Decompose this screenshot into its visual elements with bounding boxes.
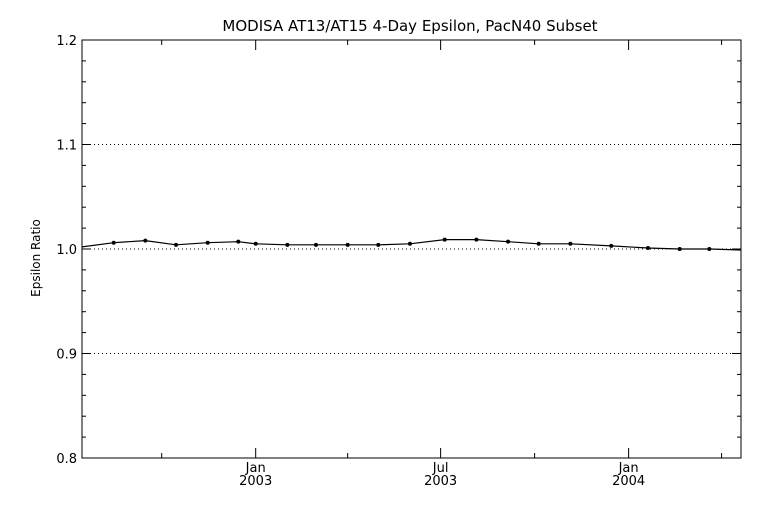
data-point (707, 247, 712, 251)
data-point (474, 237, 479, 242)
y-tick-label: 1.1 (56, 139, 77, 154)
data-point (345, 242, 350, 247)
y-tick-label: 1.2 (56, 34, 77, 49)
data-point (536, 241, 541, 246)
data-point (111, 240, 116, 245)
x-tick-label-month: Jan (245, 461, 266, 476)
data-point (285, 242, 290, 247)
gridlines (82, 144, 741, 354)
data-point (677, 247, 682, 251)
series (81, 237, 742, 251)
data-point (442, 237, 447, 242)
x-tick-label-year: 2003 (239, 474, 272, 489)
series-line (81, 239, 742, 251)
x-tick-label-month: Jan (618, 461, 639, 476)
data-point (173, 242, 178, 247)
data-point (568, 241, 573, 246)
data-point (253, 241, 258, 246)
data-point (236, 239, 241, 244)
y-axis-label: Epsilon Ratio (29, 219, 43, 297)
x-tick-label-year: 2004 (612, 474, 645, 489)
y-tick-label: 1.0 (56, 243, 77, 258)
y-tick-label: 0.8 (56, 452, 77, 467)
x-tick-label-year: 2003 (424, 474, 457, 489)
data-point (407, 241, 412, 246)
x-tick-label-month: Jul (432, 461, 449, 476)
data-point (506, 239, 511, 244)
y-tick-label: 0.9 (56, 348, 77, 363)
data-point (609, 243, 614, 248)
data-point (646, 245, 651, 250)
data-point (313, 242, 318, 247)
data-point (143, 238, 148, 243)
chart-title: MODISA AT13/AT15 4-Day Epsilon, PacN40 S… (222, 17, 597, 35)
data-point (376, 242, 381, 247)
data-point (205, 240, 210, 245)
